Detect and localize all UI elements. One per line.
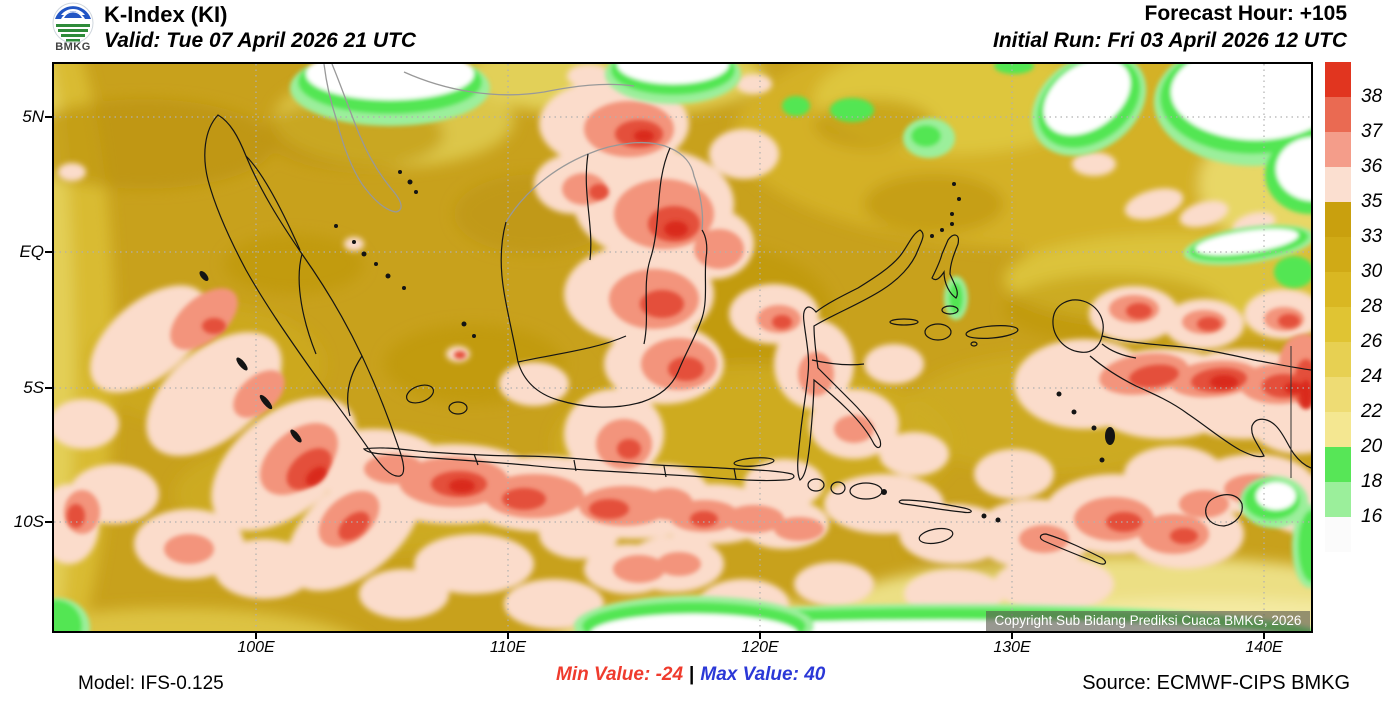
colorbar-label-16: 16 [1361, 506, 1383, 527]
x-axis-tick [759, 633, 761, 639]
x-axis-label-130E: 130E [993, 639, 1031, 656]
y-axis-tick [45, 521, 52, 523]
forecast-map [52, 62, 1313, 633]
colorbar-label-36: 36 [1361, 156, 1383, 177]
bmkg-logo: BMKG [44, 2, 102, 58]
forecast-map-svg [54, 64, 1311, 631]
colorbar-label-33: 33 [1361, 226, 1383, 247]
source-label: Source: ECMWF-CIPS BMKG [1082, 672, 1350, 694]
foreign-coastlines [323, 64, 704, 231]
valid-time-label: Valid: Tue 07 April 2026 21 UTC [104, 29, 417, 52]
graticule-gridlines [54, 64, 1311, 631]
y-axis-label-5N: 5N [22, 107, 44, 126]
colorbar-label-20: 20 [1361, 436, 1383, 457]
x-axis-tick [507, 633, 509, 639]
colorbar-label-18: 18 [1361, 471, 1383, 492]
colorbar-label-37: 37 [1361, 121, 1383, 142]
colorbar-segment-0 [1325, 62, 1351, 97]
minmax-values: Min Value: -24 | Max Value: 40 [556, 664, 825, 686]
copyright-watermark: Copyright Sub Bidang Prediksi Cuaca BMKG… [986, 611, 1310, 631]
forecast-hour-label: Forecast Hour: +105 [1144, 2, 1348, 25]
x-axis-label-120E: 120E [741, 639, 779, 656]
small-islets [199, 170, 1115, 523]
colorbar-segment-12 [1325, 482, 1351, 517]
bmkg-logo-icon [52, 2, 94, 44]
y-axis-label-EQ: EQ [19, 242, 44, 261]
model-label: Model: IFS-0.125 [78, 673, 224, 694]
colorbar-segment-8 [1325, 342, 1351, 377]
indonesia-coastlines [204, 114, 1311, 565]
page-title: K-Index (KI) [104, 2, 228, 27]
bmkg-logo-text: BMKG [55, 41, 91, 53]
colorbar-label-38: 38 [1361, 86, 1383, 107]
colorbar-segment-11 [1325, 447, 1351, 482]
colorbar-label-26: 26 [1361, 331, 1383, 352]
colorbar-segment-1 [1325, 97, 1351, 132]
colorbar-label-24: 24 [1361, 366, 1383, 387]
x-axis-label-110E: 110E [489, 639, 527, 656]
y-axis-label-10S: 10S [13, 512, 44, 531]
colorbar-label-35: 35 [1361, 191, 1383, 212]
x-axis-tick [1263, 633, 1265, 639]
colorbar-segment-4 [1325, 202, 1351, 237]
y-axis-label-5S: 5S [23, 378, 44, 397]
y-axis-tick [45, 116, 52, 118]
colorbar-segment-6 [1325, 272, 1351, 307]
x-axis-label-140E: 140E [1245, 639, 1283, 656]
deep-red-anomaly-patches [305, 130, 1311, 493]
colorbar-segment-2 [1325, 132, 1351, 167]
minmax-separator: | [689, 664, 695, 685]
x-axis-tick [255, 633, 257, 639]
colorbar-segment-5 [1325, 237, 1351, 272]
colorbar-segment-10 [1325, 412, 1351, 447]
x-axis-tick [1011, 633, 1013, 639]
colorbar-segment-3 [1325, 167, 1351, 202]
colorbar-label-30: 30 [1361, 261, 1383, 282]
colorbar-segment-13 [1325, 517, 1351, 552]
colorbar-segment-7 [1325, 307, 1351, 342]
y-axis-tick [45, 387, 52, 389]
max-value-label: Max Value: 40 [700, 664, 826, 685]
x-axis-label-100E: 100E [237, 639, 275, 656]
y-axis-tick [45, 251, 52, 253]
initial-run-label: Initial Run: Fri 03 April 2026 12 UTC [993, 29, 1347, 52]
min-value-label: Min Value: -24 [556, 664, 684, 685]
colorbar-label-22: 22 [1361, 401, 1383, 422]
colorbar-label-28: 28 [1361, 296, 1383, 317]
colorbar-segment-9 [1325, 377, 1351, 412]
